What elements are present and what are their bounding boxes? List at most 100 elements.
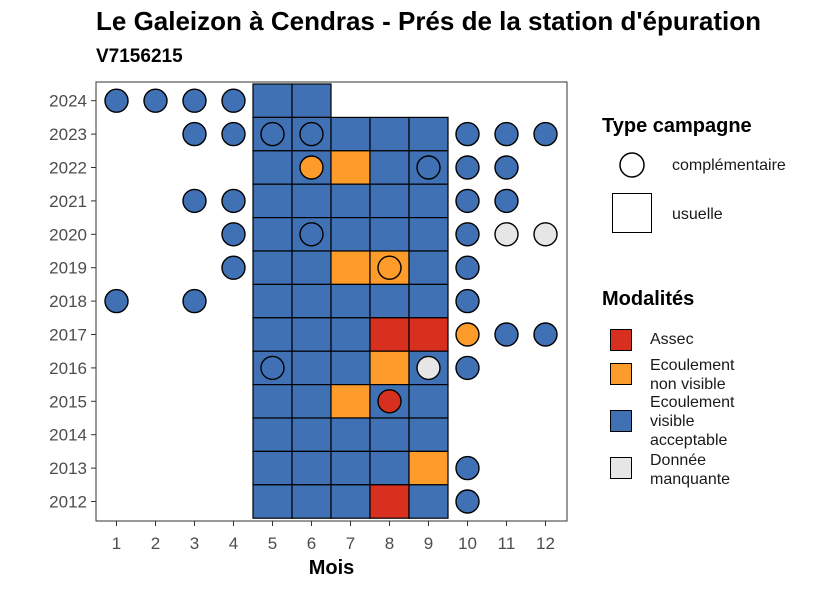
point-2016-5	[260, 355, 285, 381]
x-tick-label-6: 6	[307, 534, 316, 553]
tile-2016-8	[369, 350, 410, 386]
point-2023-3	[182, 121, 207, 147]
tile-2022-7	[330, 150, 371, 185]
tile-2021-5	[252, 183, 293, 219]
tile-2017-8	[369, 317, 410, 352]
tile-2019-9	[408, 250, 449, 286]
tile-2015-6	[291, 384, 332, 419]
tile-2017-6	[291, 317, 332, 352]
point-2017-10	[455, 322, 480, 347]
legend-usuelle-key	[612, 193, 652, 233]
point-2024-2	[143, 88, 168, 113]
tile-2014-8	[369, 417, 410, 453]
tile-2014-6	[291, 417, 332, 453]
legend-modalite-line: visible	[650, 413, 695, 430]
y-tick-label-2022: 2022	[49, 159, 87, 178]
tile-2013-8	[369, 450, 410, 486]
chart-subtitle: V7156215	[96, 46, 183, 67]
legend-type-title: Type campagne	[602, 115, 752, 137]
point-2020-12	[533, 222, 558, 247]
legend-modalite-line: Donnée	[650, 452, 707, 469]
tile-2024-5	[252, 83, 293, 119]
tile-2018-5	[252, 283, 293, 319]
point-2023-11	[494, 121, 519, 147]
y-tick-label-2019: 2019	[49, 259, 87, 278]
point-2017-11	[494, 322, 519, 347]
legend-modalite-label-3: Donnée manquante	[650, 451, 730, 489]
tile-2023-9	[408, 116, 449, 152]
legend-modalite-key-0	[610, 329, 632, 351]
x-axis-title: Mois	[309, 557, 355, 579]
y-tick-label-2017: 2017	[49, 326, 87, 345]
point-2015-8	[377, 389, 402, 414]
y-tick-label-2020: 2020	[49, 225, 87, 244]
point-2023-4	[221, 121, 246, 147]
tile-2012-5	[252, 484, 293, 519]
tile-2018-8	[369, 283, 410, 319]
x-tick-label-4: 4	[229, 534, 238, 553]
x-tick-label-8: 8	[385, 534, 394, 553]
x-tick-label-3: 3	[190, 534, 199, 553]
point-2016-10	[455, 355, 480, 381]
legend-modalite-line: Ecoulement	[650, 357, 735, 374]
legend-usuelle-label: usuelle	[672, 206, 723, 223]
legend-modalite-line: acceptable	[650, 432, 728, 449]
legend-modalite-key-3	[610, 457, 632, 479]
tile-2017-9	[408, 317, 449, 352]
tile-2013-5	[252, 450, 293, 486]
legend-modalites-title: Modalités	[602, 288, 695, 310]
tile-2024-6	[291, 83, 332, 119]
tile-2015-9	[408, 384, 449, 419]
tile-2021-9	[408, 183, 449, 219]
y-tick-label-2018: 2018	[49, 292, 87, 311]
tile-2015-5	[252, 384, 293, 419]
point-2019-8	[377, 255, 402, 280]
tile-2023-7	[330, 116, 371, 152]
point-2019-10	[455, 255, 480, 280]
tile-2020-9	[408, 217, 449, 252]
chart-title: Le Galeizon à Cendras - Prés de la stati…	[96, 6, 762, 36]
point-2020-6	[299, 222, 324, 247]
y-tick-label-2015: 2015	[49, 392, 87, 411]
legend-modalite-label-0: Assec	[650, 330, 694, 349]
tile-2018-6	[291, 283, 332, 319]
tile-2014-5	[252, 417, 293, 453]
point-2020-11	[494, 222, 519, 247]
point-2012-10	[455, 489, 480, 514]
tile-2012-9	[408, 484, 449, 519]
y-tick-label-2014: 2014	[49, 426, 87, 445]
y-tick-label-2024: 2024	[49, 92, 87, 111]
x-tick-label-2: 2	[151, 534, 160, 553]
point-2024-4	[221, 88, 246, 113]
point-2021-11	[494, 188, 519, 214]
tile-2016-7	[330, 350, 371, 386]
x-tick-label-9: 9	[424, 534, 433, 553]
point-2023-12	[533, 121, 558, 147]
tile-2017-7	[330, 317, 371, 352]
point-2023-6	[299, 121, 324, 147]
point-2018-3	[182, 288, 207, 314]
x-tick-label-5: 5	[268, 534, 277, 553]
legend-modalite-label-1: Ecoulement non visible	[650, 356, 735, 394]
point-2024-1	[104, 88, 129, 113]
legend-modalite-line: manquante	[650, 471, 731, 488]
tile-2019-5	[252, 250, 293, 286]
point-2023-5	[260, 121, 285, 147]
tile-2012-6	[291, 484, 332, 519]
x-tick-label-11: 11	[498, 534, 516, 553]
y-tick-label-2012: 2012	[49, 493, 87, 512]
tile-2013-6	[291, 450, 332, 486]
point-2024-3	[182, 88, 207, 113]
legend-modalite-line: Ecoulement	[650, 394, 735, 411]
tile-2014-7	[330, 417, 371, 453]
point-2021-3	[182, 188, 207, 214]
tile-2016-6	[291, 350, 332, 386]
y-tick-label-2013: 2013	[49, 459, 87, 478]
tile-2020-7	[330, 217, 371, 252]
tile-2020-8	[369, 217, 410, 252]
y-tick-label-2021: 2021	[49, 192, 87, 211]
tile-2019-7	[330, 250, 371, 286]
point-2021-10	[455, 188, 480, 214]
point-2020-4	[221, 222, 246, 247]
